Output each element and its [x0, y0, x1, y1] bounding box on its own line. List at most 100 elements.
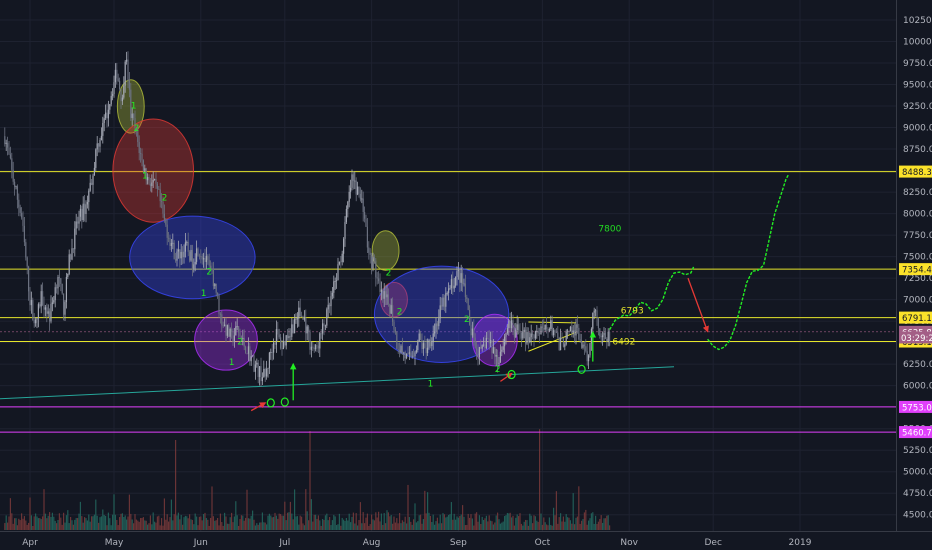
volume-bar [137, 520, 139, 530]
candle-body [462, 273, 464, 284]
volume-bar [564, 521, 566, 530]
candle-body [351, 174, 353, 188]
time-tick-label: May [105, 538, 124, 548]
volume-bar [530, 515, 532, 530]
volume-bar [236, 515, 238, 530]
volume-bar [84, 517, 86, 530]
volume-bar [305, 489, 307, 530]
candle-body [326, 309, 328, 326]
candle-body [285, 335, 287, 346]
volume-bar [81, 516, 83, 530]
volume-bar [85, 518, 87, 530]
volume-bar [525, 519, 527, 530]
candle-body [131, 113, 133, 118]
volume-bar [43, 489, 45, 530]
volume-bar [7, 522, 9, 530]
volume-bar [333, 514, 335, 530]
candle-body [78, 216, 80, 224]
candle-body [42, 291, 44, 305]
candle-body [163, 213, 165, 220]
candle-body [205, 255, 207, 263]
volume-bar [273, 516, 275, 530]
candle-body [208, 260, 210, 266]
candle-body [211, 268, 213, 270]
volume-bar [562, 516, 564, 530]
volume-bar [492, 524, 494, 530]
annotations[interactable] [250, 277, 709, 412]
volume-bar [95, 499, 97, 530]
volume-bar [567, 517, 569, 530]
volume-bar [480, 524, 482, 530]
candle-body [267, 368, 269, 370]
volume-bar [68, 523, 70, 530]
candle-body [379, 281, 381, 292]
candle-body [338, 261, 340, 265]
volume-bar [37, 518, 39, 530]
volume-bar [197, 525, 199, 530]
volume-bar [226, 523, 228, 530]
volume-bar [595, 515, 597, 530]
candle-body [9, 154, 11, 159]
candle-body [233, 335, 235, 342]
volume-bar [585, 509, 587, 530]
volume-bar [312, 521, 314, 530]
candle-body [606, 338, 608, 342]
candle-body [215, 283, 217, 293]
volume-bar [257, 524, 259, 530]
candle-body [75, 221, 77, 229]
candle-body [417, 341, 419, 351]
volume-bar [529, 513, 531, 530]
volume-bar [579, 523, 581, 530]
volume-bar [520, 523, 522, 530]
volume-bar [519, 513, 521, 530]
projection-paths[interactable] [608, 173, 790, 351]
volume-bar [35, 513, 37, 530]
volume-bar [64, 522, 66, 530]
horizontal-levels[interactable] [0, 171, 896, 433]
candle-body [40, 291, 42, 307]
candle-body [53, 300, 55, 303]
level-price-label: 5460.7 [902, 429, 932, 439]
candle-body [494, 347, 496, 357]
candle-body [39, 304, 41, 307]
time-axis[interactable]: Apr May Jun Jul Aug Sep Oct Nov Dec 2019 [22, 538, 812, 548]
volume-bar [296, 516, 298, 530]
volume-bar [12, 523, 14, 530]
volume-bar [70, 516, 72, 530]
candle-body [518, 324, 520, 331]
volume-bar [110, 525, 112, 530]
volume-bar [133, 523, 135, 530]
volume-bar [92, 516, 94, 530]
candle-body [275, 329, 277, 345]
candle-body [191, 250, 193, 269]
volume-bar [523, 521, 525, 530]
volume-bar [368, 525, 370, 530]
candle-body [29, 291, 31, 306]
candle-body [22, 217, 24, 226]
volume-bar [246, 489, 248, 530]
volume-bar [478, 515, 480, 530]
candle-body [432, 333, 434, 343]
candle-body [344, 222, 346, 239]
volume-bar [186, 516, 188, 530]
wave-label: 1 [201, 289, 207, 299]
candle-body [294, 318, 296, 334]
candle-body [480, 347, 482, 349]
candle-body [597, 317, 599, 329]
wave-ellipses[interactable] [112, 79, 518, 371]
volume-bar [44, 513, 46, 530]
candle-body [603, 332, 605, 336]
candle-body [390, 305, 392, 314]
candle-body [362, 198, 364, 212]
candle-body [135, 128, 137, 132]
wave-labels: 1 2 1 2 2 1 2 1 2 2 2 1 2 7800 6793 6492 [131, 102, 644, 390]
candle-body [159, 189, 161, 202]
volume-bar [422, 519, 424, 530]
price-annotation: 6793 [621, 306, 644, 316]
candle-body [609, 331, 611, 346]
candle-body [466, 297, 468, 300]
price-tick-label: 5250.0 [903, 446, 932, 456]
candle-body [23, 225, 25, 243]
candle-body [113, 82, 115, 95]
